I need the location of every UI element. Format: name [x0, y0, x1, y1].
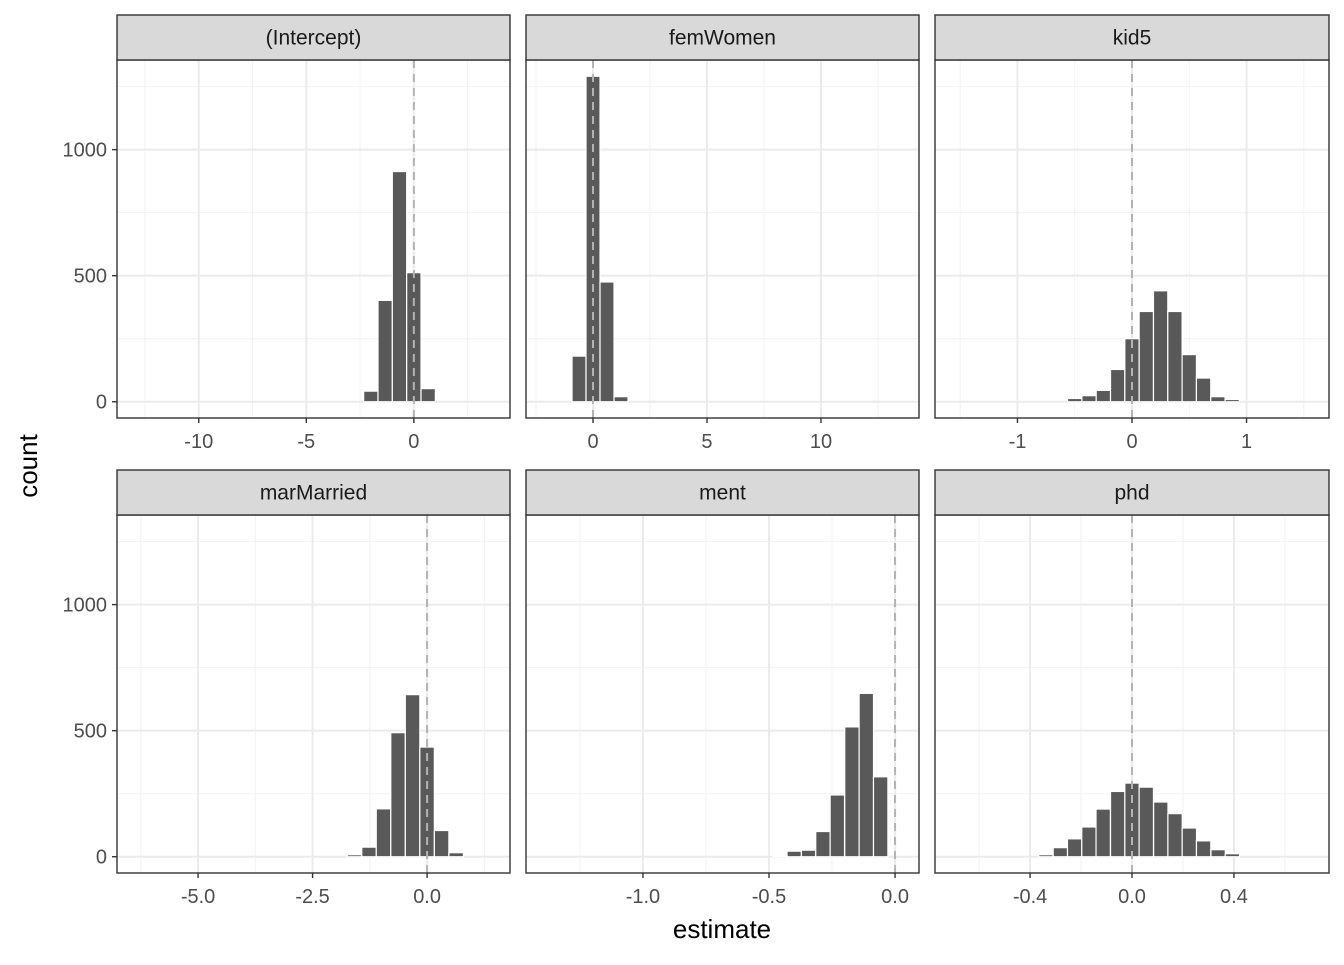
facet-strip-label: (Intercept)	[266, 27, 362, 50]
histogram-bar	[1224, 853, 1241, 858]
histogram-bar	[1081, 395, 1097, 403]
x-tick-label: -2.5	[295, 886, 329, 908]
histogram-bar	[363, 390, 379, 403]
histogram-bar	[1138, 786, 1155, 858]
facet-strip	[934, 469, 1330, 516]
histogram-bar	[1138, 310, 1155, 403]
histogram-bar	[1153, 801, 1169, 858]
x-tick-label: -0.4	[1013, 886, 1047, 908]
facet-phd: phd -0.4 0.0 0.4	[934, 469, 1330, 908]
histogram-bar	[1210, 849, 1226, 858]
x-tick-label: -1	[1009, 431, 1027, 453]
facet-strip-label: femWomen	[669, 27, 776, 50]
histogram-bar	[377, 299, 393, 403]
facet-kid5: kid5 -1 0 1	[934, 14, 1330, 453]
facet-strip-label: kid5	[1113, 27, 1152, 50]
facet-intercept: (Intercept) -10 -5 0 0 500 1000	[63, 14, 511, 453]
histogram-bar	[1066, 838, 1083, 858]
x-tick-label: 5	[701, 431, 712, 453]
histogram-bar	[815, 830, 831, 858]
y-tick-label: 500	[74, 721, 107, 743]
x-tick-label: 0.0	[881, 886, 909, 908]
histogram-bar	[772, 855, 788, 858]
x-tick-label: 10	[810, 431, 832, 453]
histogram-bar	[1181, 353, 1198, 403]
histogram-bar	[1152, 290, 1169, 403]
histogram-bar	[448, 852, 464, 858]
facet-strip	[934, 14, 1330, 61]
y-tick-label: 500	[74, 266, 107, 288]
histogram-bar	[346, 854, 363, 858]
x-tick-label: 0.4	[1220, 886, 1248, 908]
histogram-bar	[786, 850, 803, 858]
histogram-bar	[1210, 396, 1226, 403]
histogram-bar	[375, 808, 392, 858]
facet-strip	[525, 469, 920, 516]
facet-marmarried: marMarried -5.0 -2.5 0.0 0 500 1000	[63, 469, 511, 908]
histogram-bar	[1095, 808, 1111, 858]
facet-strip	[116, 469, 511, 516]
facet-strip	[525, 14, 920, 61]
histogram-bar	[800, 849, 817, 858]
histogram-bar	[420, 388, 436, 403]
facet-femwomen: femWomen 0 5 10	[525, 14, 920, 453]
facet-strip-label: phd	[1114, 482, 1149, 505]
histogram-bar	[613, 396, 629, 403]
histogram-bar	[1167, 310, 1183, 403]
histogram-bar	[844, 726, 860, 858]
x-tick-label: -1.0	[626, 886, 660, 908]
x-tick-label: 0	[1126, 431, 1137, 453]
x-tick-label: 1	[1241, 431, 1252, 453]
x-tick-label: 0	[587, 431, 598, 453]
histogram-bar	[404, 694, 421, 858]
panel-background	[117, 60, 510, 418]
histogram-bar	[1181, 827, 1198, 858]
x-tick-label: -0.5	[752, 886, 786, 908]
histogram-bar	[391, 170, 408, 403]
histogram-bar	[1052, 847, 1069, 858]
x-tick-label: 0.0	[413, 886, 441, 908]
x-tick-label: 0.0	[1118, 886, 1146, 908]
histogram-bar	[1195, 377, 1212, 403]
histogram-bar	[1066, 397, 1083, 403]
histogram-bar	[1109, 790, 1126, 858]
facet-strip	[116, 14, 511, 61]
histogram-bar	[1109, 368, 1126, 403]
x-axis-title: estimate	[673, 914, 771, 944]
histogram-bar	[872, 776, 889, 858]
facet-ment: ment -1.0 -0.5 0.0	[525, 469, 920, 908]
x-tick-label: -5.0	[181, 886, 215, 908]
histogram-bar	[599, 281, 615, 403]
x-tick-label: 0	[408, 431, 419, 453]
histogram-bar	[1167, 813, 1183, 858]
histogram-bar	[1095, 389, 1112, 403]
histogram-bar	[1124, 782, 1140, 858]
histogram-bar	[361, 846, 377, 858]
y-tick-label: 1000	[63, 595, 108, 617]
facet-strip-label: marMarried	[260, 482, 367, 505]
histogram-bar	[433, 829, 450, 858]
histogram-bar	[1195, 840, 1212, 858]
y-tick-label: 0	[96, 392, 107, 414]
histogram-bar	[829, 794, 846, 858]
histogram-bar	[858, 692, 875, 858]
histogram-bar	[585, 75, 601, 403]
histogram-bar	[1224, 398, 1240, 403]
histogram-bar	[571, 355, 587, 403]
y-tick-label: 0	[96, 847, 107, 869]
x-tick-label: -5	[297, 431, 315, 453]
histogram-bar	[390, 732, 406, 858]
histogram-bar	[1081, 826, 1097, 858]
facet-strip-label: ment	[699, 482, 746, 505]
y-axis-title: count	[13, 433, 43, 497]
histogram-bar	[1038, 854, 1054, 858]
y-tick-label: 1000	[63, 140, 108, 162]
x-tick-label: -10	[184, 431, 213, 453]
